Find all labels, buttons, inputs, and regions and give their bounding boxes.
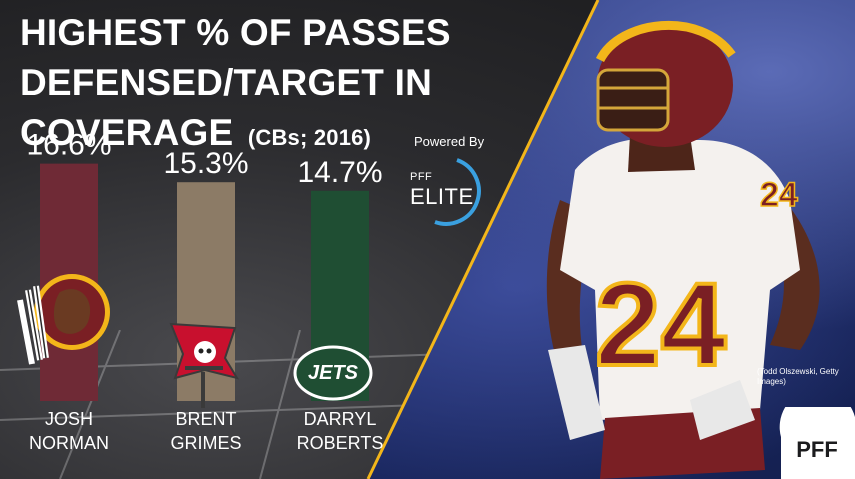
category-label-roberts-2: ROBERTS [297,433,384,453]
elite-label: ELITE [410,184,474,209]
title-line-1: HIGHEST % OF PASSES [20,12,451,53]
category-label-norman-1: JOSH [45,409,93,429]
category-label-grimes-1: BRENT [175,409,236,429]
jets-logo-text: JETS [308,362,359,384]
title-line-3: COVERAGE (CBs; 2016) [20,108,451,163]
chart-subtitle: (CBs; 2016) [247,125,372,150]
value-label-roberts: 14.7% [297,156,382,189]
pff-corner-text: PFF [796,437,838,462]
elite-pff-label: PFF [410,171,433,183]
buccaneers-logo-icon [169,322,240,408]
chart-title: HIGHEST % OF PASSES DEFENSED/TARGET IN C… [20,8,451,163]
elite-ring-icon [434,158,481,226]
svg-text:24: 24 [595,259,726,391]
jets-logo-icon: JETS [293,345,373,401]
category-label-grimes-2: GRIMES [170,433,241,453]
svg-text:24: 24 [760,176,798,214]
value-label-norman: 16.6% [26,129,111,162]
pff-corner-logo-icon: PFF [779,407,855,479]
powered-by-label: Powered By [414,134,485,149]
title-line-3-text: COVERAGE [20,112,234,153]
value-label-grimes: 15.3% [163,147,248,180]
redskins-logo-icon [17,274,110,365]
photo-credit: (Todd Olszewski, Getty Images) [757,367,839,386]
accent-stripe [366,0,600,479]
category-label-norman-2: NORMAN [29,433,109,453]
field-lines [0,330,560,479]
category-label-roberts-1: DARRYL [304,409,377,429]
labels-group: 16.6% JOSH NORMAN 15.3% BRENT GRIMES 14.7% DARR… [26,129,383,453]
title-line-2: DEFENSED/TARGET IN [20,62,432,103]
